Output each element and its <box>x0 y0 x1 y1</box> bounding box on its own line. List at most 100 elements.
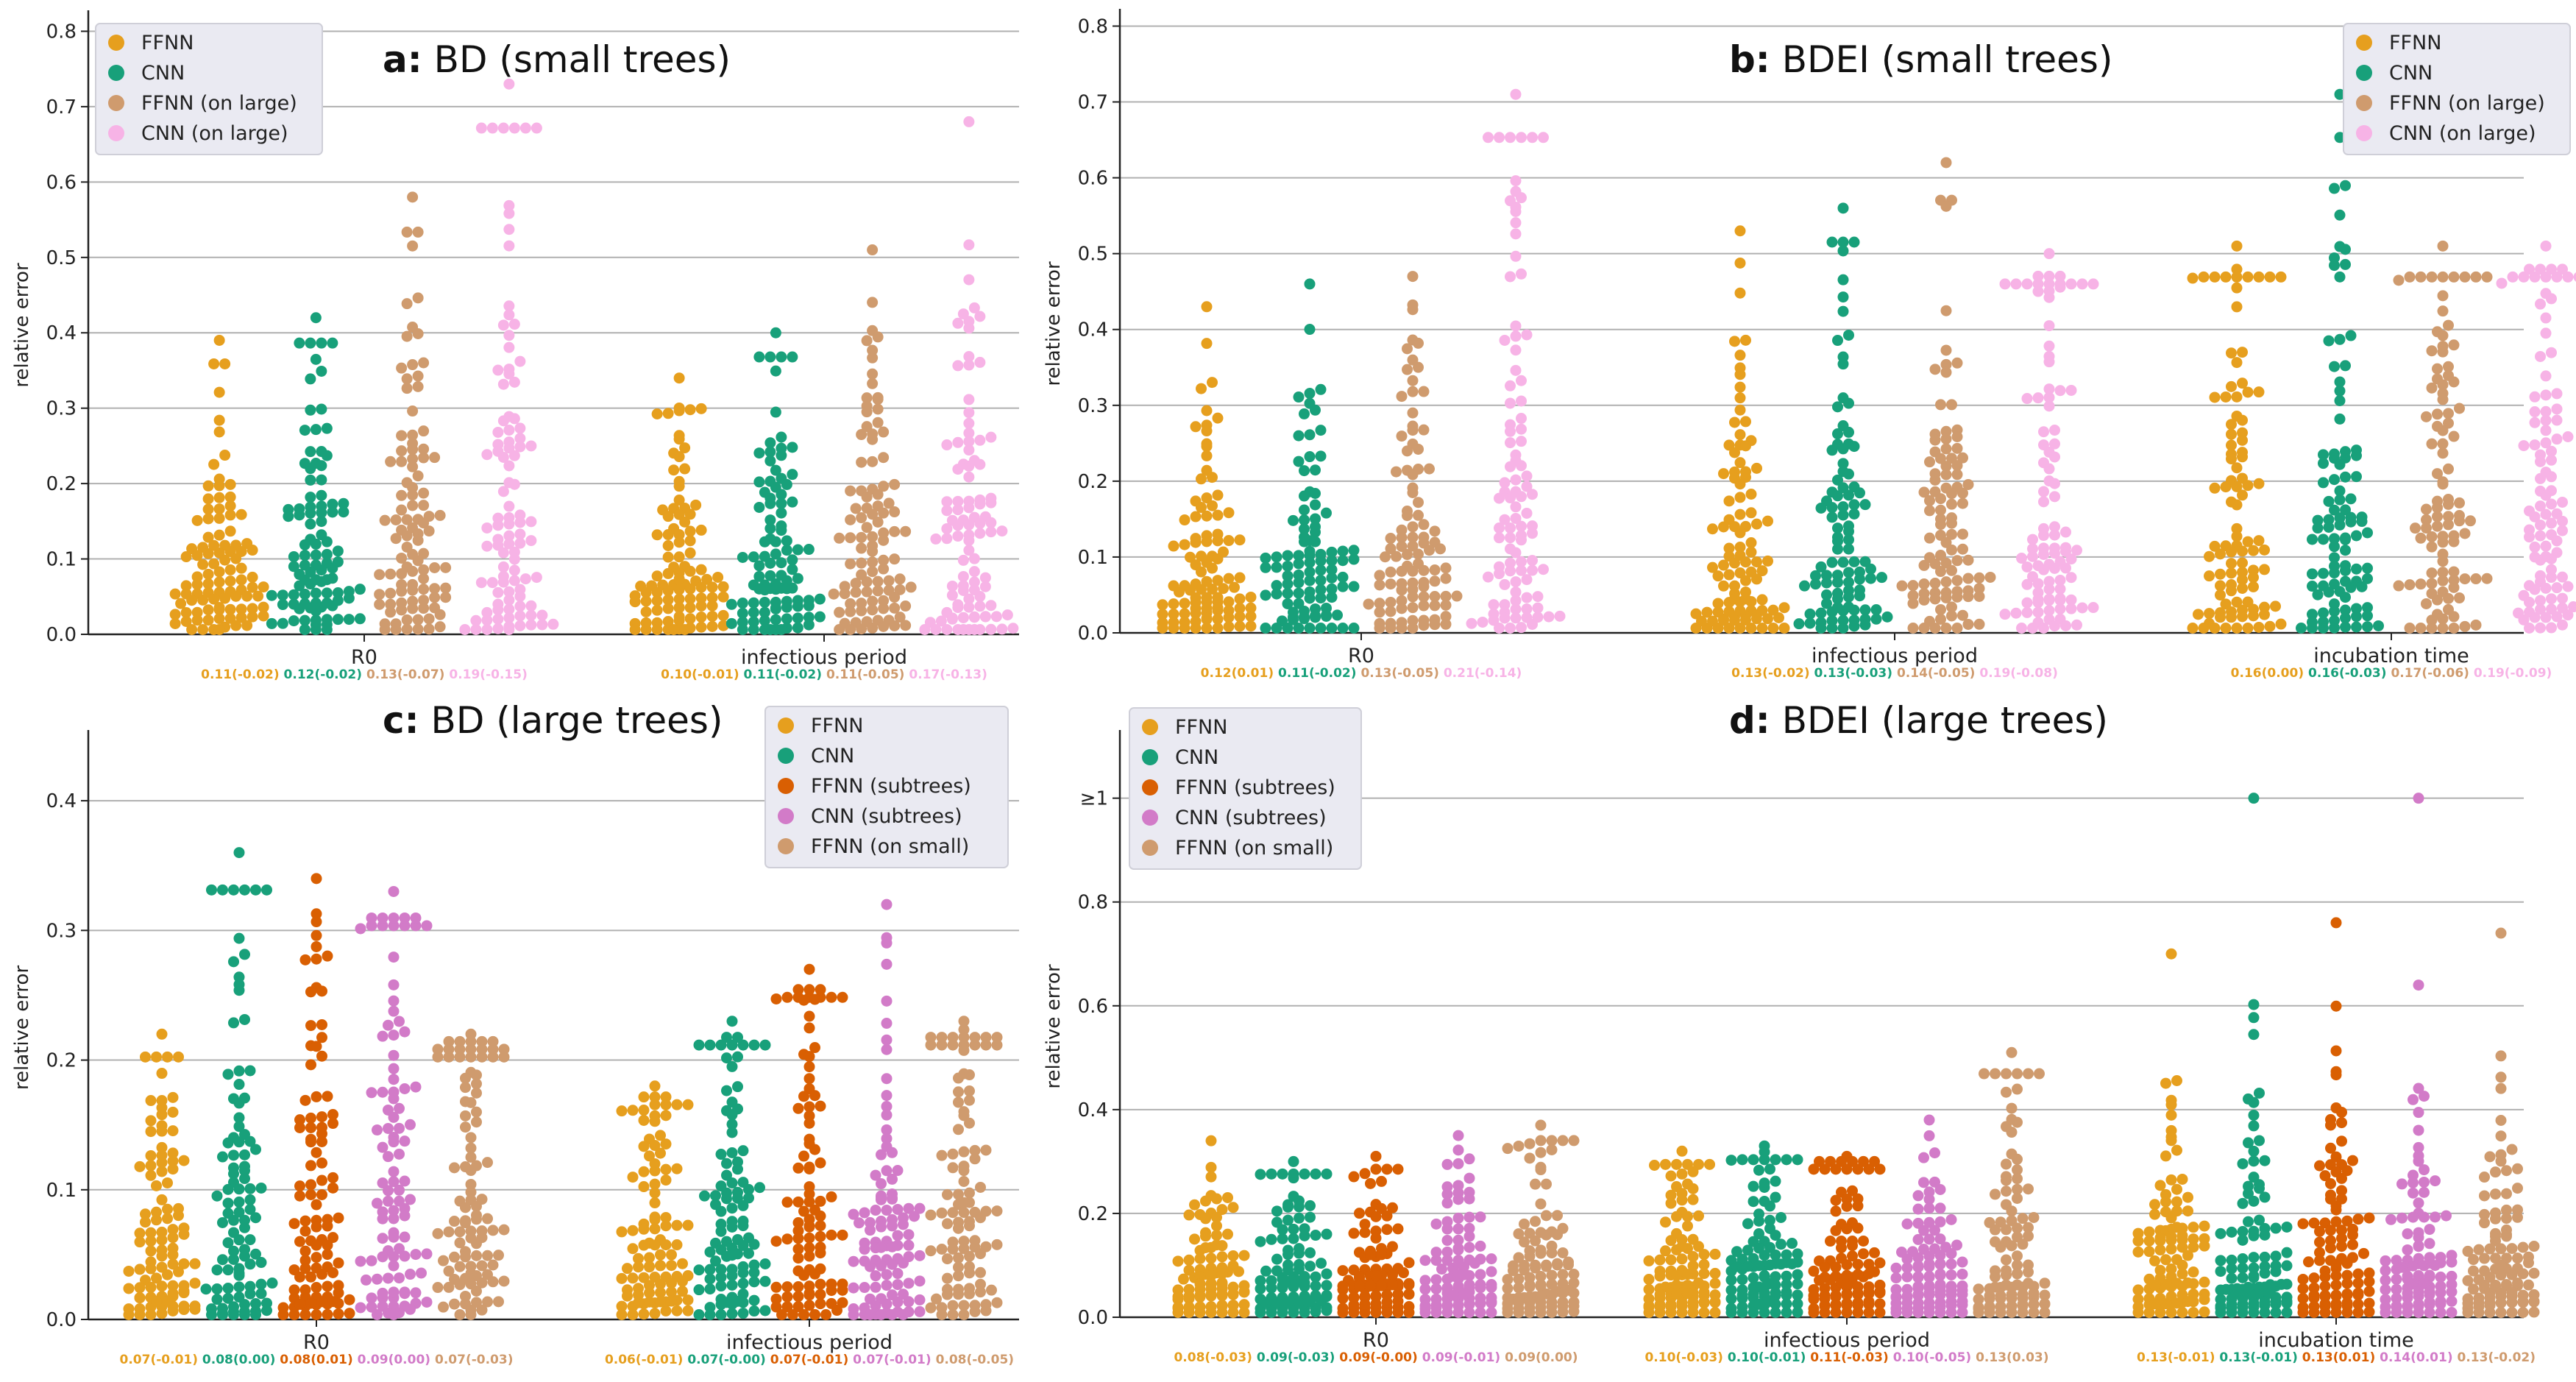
data-point <box>792 1291 804 1303</box>
data-point <box>1759 1307 1770 1318</box>
data-point <box>1792 1289 1803 1301</box>
data-point <box>900 525 912 537</box>
data-point <box>2443 519 2454 531</box>
data-point <box>2226 1263 2238 1275</box>
data-point <box>1282 598 1294 609</box>
data-point <box>958 1016 970 1027</box>
data-point <box>388 1231 400 1243</box>
data-point <box>2054 574 2066 586</box>
data-point <box>980 1305 992 1317</box>
data-point <box>1734 404 1746 416</box>
data-point <box>277 599 288 611</box>
data-point <box>1538 132 1549 143</box>
data-point <box>2413 1241 2424 1252</box>
data-point <box>228 1168 239 1180</box>
data-point <box>1901 1218 1913 1230</box>
data-point <box>514 528 526 540</box>
data-point <box>134 1282 146 1294</box>
data-point <box>1266 1282 1277 1294</box>
data-point <box>1935 399 1946 411</box>
data-point <box>1516 375 1527 386</box>
data-point <box>2171 1278 2182 1289</box>
data-point <box>2226 428 2237 440</box>
data-point <box>1940 461 1952 472</box>
data-point <box>1890 1272 1902 1284</box>
data-point <box>963 436 975 447</box>
y-axis-label: relative error <box>1043 964 1065 1089</box>
y-tick-label: 0.1 <box>46 549 77 571</box>
data-point <box>2243 1288 2254 1300</box>
data-point <box>2028 1298 2040 1310</box>
data-point <box>1207 584 1218 595</box>
data-point <box>881 899 893 910</box>
data-point <box>1923 1272 1935 1283</box>
data-point <box>145 1281 157 1293</box>
data-point <box>2557 263 2568 275</box>
data-point <box>1196 566 1207 578</box>
legend-marker <box>2356 65 2372 81</box>
data-point <box>2049 478 2060 489</box>
data-point <box>1463 1153 1475 1165</box>
data-point <box>1521 329 1533 341</box>
data-point <box>407 603 419 614</box>
legend-label: FFNN (subtrees) <box>811 775 971 798</box>
data-point <box>1524 1152 1536 1164</box>
data-point <box>1912 1297 1924 1309</box>
data-point <box>1995 1290 2006 1302</box>
data-point <box>310 624 322 635</box>
data-point <box>2459 620 2471 632</box>
data-point <box>2253 621 2265 633</box>
data-point <box>134 1236 146 1248</box>
data-point <box>1843 591 1854 603</box>
data-point <box>2501 1204 2512 1216</box>
data-point <box>1168 540 1179 552</box>
data-point <box>145 1245 157 1257</box>
data-point <box>1521 470 1533 482</box>
data-point <box>638 1223 650 1235</box>
data-point <box>246 603 258 614</box>
data-point <box>1505 380 1516 391</box>
data-point <box>316 460 327 472</box>
data-point <box>889 525 901 537</box>
data-point <box>809 1090 820 1102</box>
data-point <box>2424 1296 2435 1308</box>
data-point <box>2329 552 2340 564</box>
data-point <box>1223 612 1235 623</box>
data-point <box>2393 580 2405 592</box>
data-point <box>867 508 879 520</box>
data-point <box>1527 564 1538 576</box>
data-point <box>407 405 419 417</box>
data-point <box>145 1126 157 1138</box>
data-point <box>1821 577 1832 589</box>
data-point <box>693 1284 705 1296</box>
data-point <box>953 1096 964 1108</box>
data-point <box>2341 1278 2353 1289</box>
data-point <box>2248 1096 2260 1108</box>
data-point <box>638 1105 650 1116</box>
data-point <box>503 224 515 235</box>
data-point <box>941 505 953 517</box>
y-tick-label: 0.6 <box>1078 168 1108 190</box>
data-point <box>255 1278 267 1290</box>
data-point <box>1277 1307 1288 1318</box>
data-point <box>156 1308 168 1319</box>
data-point <box>1843 534 1854 545</box>
data-point <box>333 1308 344 1319</box>
data-point <box>1277 1282 1288 1294</box>
data-point <box>876 1149 887 1160</box>
data-point <box>1568 1296 1580 1308</box>
data-point <box>946 589 958 601</box>
data-point <box>321 574 333 586</box>
data-point <box>250 1212 261 1224</box>
data-point <box>1211 1211 1222 1223</box>
data-point <box>748 624 759 635</box>
data-point <box>1502 1274 1514 1286</box>
data-point <box>233 1112 245 1124</box>
data-point <box>2330 1216 2342 1227</box>
data-point <box>1299 504 1310 516</box>
y-tick-label: 0.5 <box>1078 244 1108 266</box>
data-point <box>2402 1300 2413 1311</box>
data-point <box>241 620 253 631</box>
data-point <box>706 592 718 603</box>
data-point <box>2043 383 2055 395</box>
